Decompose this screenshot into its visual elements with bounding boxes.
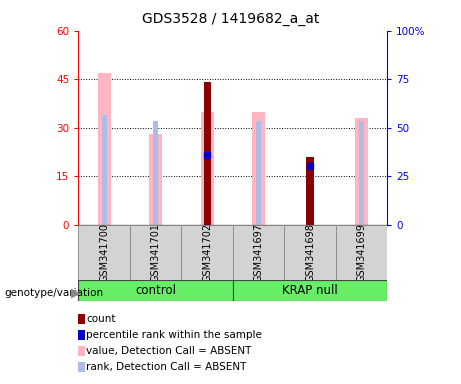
Bar [78,225,130,280]
Bar [98,73,111,225]
Bar [336,225,387,280]
Bar [233,280,387,301]
Bar [153,121,158,225]
Text: count: count [87,314,116,324]
Text: GSM341697: GSM341697 [254,223,264,282]
Text: GSM341700: GSM341700 [99,223,109,282]
Text: value, Detection Call = ABSENT: value, Detection Call = ABSENT [87,346,252,356]
Text: ▶: ▶ [71,286,81,299]
Bar [307,157,313,225]
Text: GSM341699: GSM341699 [356,223,366,282]
Text: genotype/variation: genotype/variation [5,288,104,298]
Text: GSM341702: GSM341702 [202,223,212,282]
Bar [201,111,213,225]
Bar [359,121,364,225]
Bar [203,83,211,225]
Bar [233,225,284,280]
Bar [284,225,336,280]
Bar [205,108,210,225]
Bar [130,225,181,280]
Bar [181,225,233,280]
Bar [78,280,233,301]
Text: rank, Detection Call = ABSENT: rank, Detection Call = ABSENT [87,362,247,372]
Text: GDS3528 / 1419682_a_at: GDS3528 / 1419682_a_at [142,12,319,25]
Bar [355,118,368,225]
Bar [256,121,261,225]
Text: percentile rank within the sample: percentile rank within the sample [87,330,262,340]
Bar [252,111,265,225]
Text: GSM341701: GSM341701 [151,223,160,282]
Bar [101,115,106,225]
Text: control: control [135,285,176,297]
Text: GSM341698: GSM341698 [305,223,315,282]
Text: KRAP null: KRAP null [282,285,338,297]
Bar [149,134,162,225]
